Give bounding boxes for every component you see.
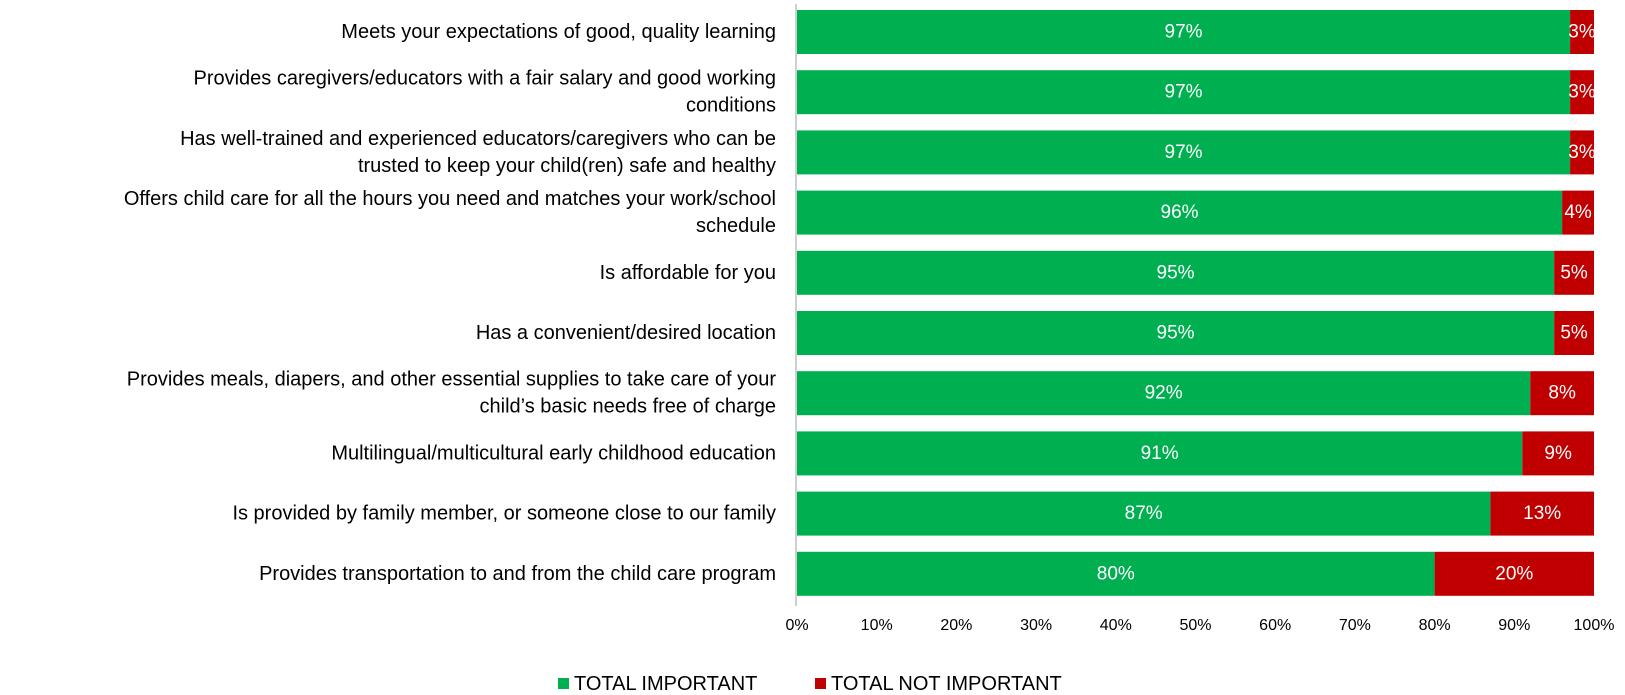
legend-swatch-not-important [815,678,826,689]
important-data-label: 87% [1125,503,1163,524]
important-bar [797,70,1571,115]
not-important-data-label: 13% [1523,503,1561,524]
category-label: Is provided by family member, or someone… [232,503,776,525]
important-data-label: 95% [1157,323,1195,344]
important-data-label: 96% [1161,202,1199,223]
not-important-data-label: 20% [1495,563,1533,584]
important-bar [797,10,1571,54]
not-important-bar [1570,130,1594,175]
not-important-bar [1562,190,1594,235]
legend-label-not-important: TOTAL NOT IMPORTANT [831,673,1062,695]
category-label: Meets your expectations of good, quality… [341,21,776,43]
category-label: Provides meals, diapers, and other essen… [127,369,777,418]
important-bar [797,190,1563,235]
category-label: Provides transportation to and from the … [259,563,776,585]
not-important-data-label: 3% [1568,22,1596,43]
x-axis-tick-labels: 0% 10% 20% 30% 40% 50% 60% 70% 80% 90% 100% [785,617,1614,634]
category-label: Offers child care for all the hours you … [124,188,776,237]
not-important-bar [1570,10,1594,54]
not-important-bar [1554,250,1594,295]
important-data-label: 80% [1097,563,1135,584]
category-label: Is affordable for you [600,262,776,284]
not-important-data-label: 9% [1544,443,1572,464]
not-important-bar [1434,551,1594,596]
legend-swatch-important [558,678,569,689]
not-important-data-label: 4% [1564,202,1592,223]
not-important-data-label: 3% [1568,82,1596,103]
x-tick-label: 20% [940,617,972,634]
category-label: Provides caregivers/educators with a fai… [193,68,776,117]
legend: TOTAL IMPORTANT TOTAL NOT IMPORTANT [558,673,1062,695]
category-label: Multilingual/multicultural early childho… [331,442,776,464]
x-tick-label: 90% [1498,617,1530,634]
important-data-label: 97% [1165,82,1203,103]
not-important-bar [1570,70,1594,115]
x-tick-label: 100% [1574,617,1615,634]
important-bar [797,371,1531,416]
important-data-label: 91% [1141,443,1179,464]
category-label: Has well-trained and experienced educato… [180,128,776,177]
x-tick-label: 80% [1419,617,1451,634]
legend-label-important: TOTAL IMPORTANT [574,673,757,695]
important-bar [797,250,1555,295]
not-important-bar [1530,371,1594,416]
x-tick-label: 60% [1259,617,1291,634]
important-bar [797,491,1491,536]
category-labels: Meets your expectations of good, quality… [124,21,777,585]
important-data-label: 95% [1157,262,1195,283]
x-tick-label: 0% [785,617,808,634]
not-important-data-label: 5% [1560,262,1588,283]
x-tick-label: 70% [1339,617,1371,634]
important-data-label: 97% [1165,142,1203,163]
category-label: Has a convenient/desired location [476,322,776,344]
x-tick-label: 10% [861,617,893,634]
not-important-bar [1522,431,1594,476]
important-data-label: 97% [1165,22,1203,43]
important-bar [797,130,1571,175]
not-important-data-label: 8% [1548,383,1576,404]
not-important-data-label: 5% [1560,323,1588,344]
x-tick-label: 50% [1179,617,1211,634]
x-tick-label: 30% [1020,617,1052,634]
important-data-label: 92% [1145,383,1183,404]
x-tick-label: 40% [1100,617,1132,634]
not-important-bar [1490,491,1594,536]
important-bar [797,551,1435,596]
bars: 97% 3% 97% 3% 97% 3% 96% 4% 95% 5% 95% 5% 92% 8% 91% 9%… [797,10,1596,596]
not-important-data-label: 3% [1568,142,1596,163]
not-important-bar [1554,311,1594,355]
important-bar [797,311,1555,355]
important-bar [797,431,1523,476]
